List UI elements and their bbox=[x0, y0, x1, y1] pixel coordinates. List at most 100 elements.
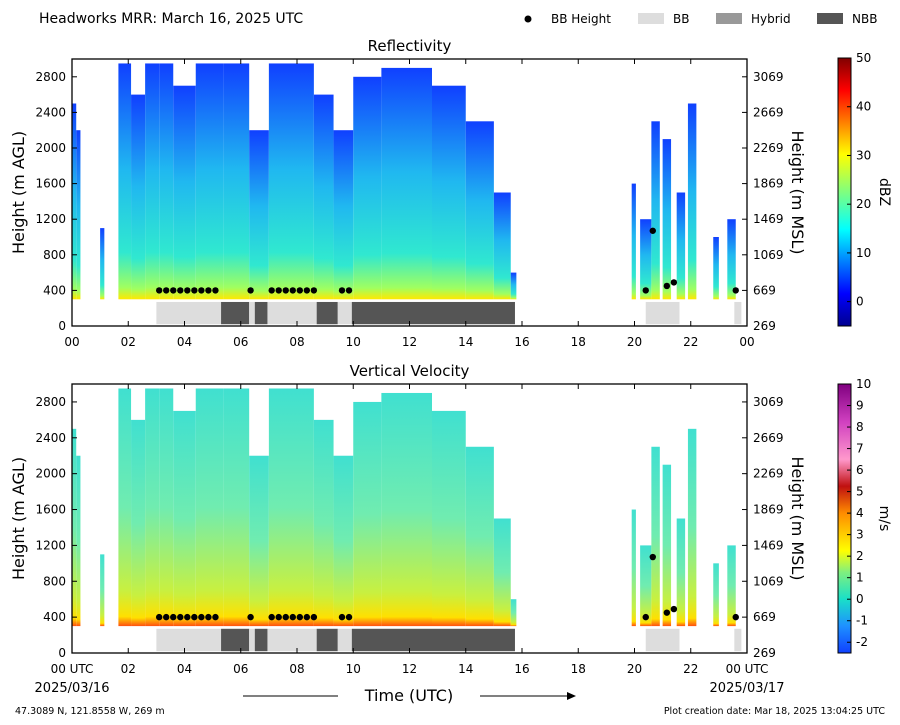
bb-height-dot bbox=[663, 609, 671, 616]
bb-height-dot bbox=[303, 287, 311, 294]
legend-bb-height-marker bbox=[524, 15, 532, 23]
y-right-tick-label: 1869 bbox=[753, 503, 784, 517]
y-right-tick-label: 2669 bbox=[753, 105, 784, 119]
y-right-tick-label: 3069 bbox=[753, 70, 784, 84]
colorbar bbox=[837, 383, 852, 654]
y-tick-label: 2400 bbox=[35, 105, 66, 119]
x-tick-label: 06 bbox=[233, 662, 248, 676]
colorbar-tick-label: 6 bbox=[856, 463, 864, 477]
heatmap-segment bbox=[465, 121, 494, 300]
y-tick-label: 1600 bbox=[35, 177, 66, 191]
bb-type-bar-nbb bbox=[316, 301, 338, 325]
bb-height-dot bbox=[296, 613, 304, 621]
x-tick-label: 04 bbox=[177, 662, 192, 676]
bb-height-dot bbox=[303, 613, 311, 621]
bb-height-dot bbox=[275, 613, 282, 621]
heatmap-segment bbox=[313, 94, 334, 300]
heatmap-segment bbox=[676, 518, 686, 627]
heatmap-segment bbox=[76, 455, 81, 627]
heatmap-segment bbox=[662, 464, 672, 627]
heatmap-segment bbox=[432, 410, 466, 627]
time-arrow-head bbox=[567, 692, 576, 700]
heatmap-segment bbox=[713, 563, 719, 627]
colorbar-tick-label: -1 bbox=[856, 614, 868, 628]
heatmap-segment bbox=[223, 63, 250, 300]
panel-title: Reflectivity bbox=[368, 37, 452, 55]
creation-date-label: Plot creation date: Mar 18, 2025 13:04:2… bbox=[664, 706, 886, 717]
bb-height-dot bbox=[177, 287, 184, 294]
bb-type-bar-nbb bbox=[221, 301, 250, 325]
heatmap-segment bbox=[676, 192, 686, 300]
x-tick-label: 22 bbox=[683, 662, 698, 676]
y-right-tick-label: 1869 bbox=[753, 177, 784, 191]
bb-height-dot bbox=[338, 287, 346, 294]
y-right-tick-label: 1069 bbox=[753, 248, 784, 262]
legend-hybrid-swatch bbox=[716, 13, 742, 24]
colorbar-tick-label: 50 bbox=[856, 51, 871, 65]
bb-type-bar-bb bbox=[734, 628, 742, 652]
figure-title: Headworks MRR: March 16, 2025 UTC bbox=[39, 11, 303, 27]
x-axis-label: Time (UTC) bbox=[364, 686, 453, 705]
bb-height-dot bbox=[649, 227, 656, 234]
bb-height-dot bbox=[310, 287, 318, 294]
bb-height-dot bbox=[282, 613, 289, 621]
heatmap-segment bbox=[223, 388, 250, 627]
figure-legend: BB Height BB Hybrid NBB bbox=[524, 12, 877, 26]
y-tick-label: 1200 bbox=[35, 212, 66, 226]
bb-height-dots bbox=[155, 227, 739, 294]
bb-height-dot bbox=[170, 287, 177, 294]
x-tick-label: 00 bbox=[64, 335, 79, 349]
x-tick-label: 04 bbox=[177, 335, 192, 349]
panel-title: Vertical Velocity bbox=[350, 362, 470, 380]
bb-height-dot bbox=[170, 613, 177, 621]
heatmap-segment bbox=[687, 103, 697, 300]
x-tick-label: 20 bbox=[627, 335, 642, 349]
y-right-tick-label: 2669 bbox=[753, 431, 784, 445]
bb-type-bar-bb bbox=[645, 301, 680, 325]
bb-type-bar-bb bbox=[267, 301, 317, 325]
heatmap-segment bbox=[159, 63, 174, 300]
bb-height-dot bbox=[268, 287, 275, 294]
bb-height-dot bbox=[268, 613, 275, 621]
colorbar-tick-label: 9 bbox=[856, 399, 864, 413]
x-tick-label: 20 bbox=[627, 662, 642, 676]
bb-height-dot bbox=[345, 287, 353, 294]
x-tick-label: 16 bbox=[514, 662, 529, 676]
y-right-tick-label: 669 bbox=[753, 610, 776, 624]
bb-height-dot bbox=[338, 613, 346, 621]
heatmap-segment bbox=[159, 388, 174, 627]
y-axis-right-label: Height (m MSL) bbox=[788, 456, 807, 580]
y-tick-label: 2400 bbox=[35, 431, 66, 445]
bb-type-bar-bb bbox=[734, 301, 742, 325]
colorbar-tick-label: 5 bbox=[856, 485, 864, 499]
bb-height-dot bbox=[191, 613, 198, 621]
colorbar-label: m/s bbox=[876, 506, 892, 532]
heatmap-segment bbox=[72, 103, 77, 300]
legend-bb-height-label: BB Height bbox=[551, 12, 611, 26]
heatmap-fill bbox=[72, 388, 736, 627]
y-tick-label: 0 bbox=[58, 319, 66, 333]
bb-height-dot bbox=[191, 287, 198, 294]
bb-height-dot bbox=[198, 613, 205, 621]
x-tick-label: 16 bbox=[514, 335, 529, 349]
x-tick-label: 00 UTC bbox=[726, 662, 769, 676]
bb-type-bar-nbb bbox=[316, 628, 338, 652]
heatmap-segment bbox=[727, 545, 736, 627]
colorbar-tick-label: 0 bbox=[856, 592, 864, 606]
x-tick-label: 12 bbox=[402, 662, 417, 676]
heatmap-segment bbox=[640, 219, 652, 300]
y-right-tick-label: 1069 bbox=[753, 574, 784, 588]
date-end-label: 2025/03/17 bbox=[710, 681, 785, 696]
x-tick-label: 02 bbox=[121, 662, 136, 676]
bb-type-bar-nbb bbox=[351, 301, 515, 325]
heatmap-segment bbox=[313, 419, 334, 627]
heatmap-segment bbox=[465, 446, 494, 627]
y-tick-label: 800 bbox=[43, 574, 66, 588]
heatmap-segment bbox=[118, 388, 132, 627]
bb-type-bar-bb bbox=[156, 628, 222, 652]
y-right-tick-label: 269 bbox=[753, 646, 776, 660]
heatmap-segment bbox=[268, 388, 314, 627]
bb-height-dot bbox=[282, 287, 289, 294]
